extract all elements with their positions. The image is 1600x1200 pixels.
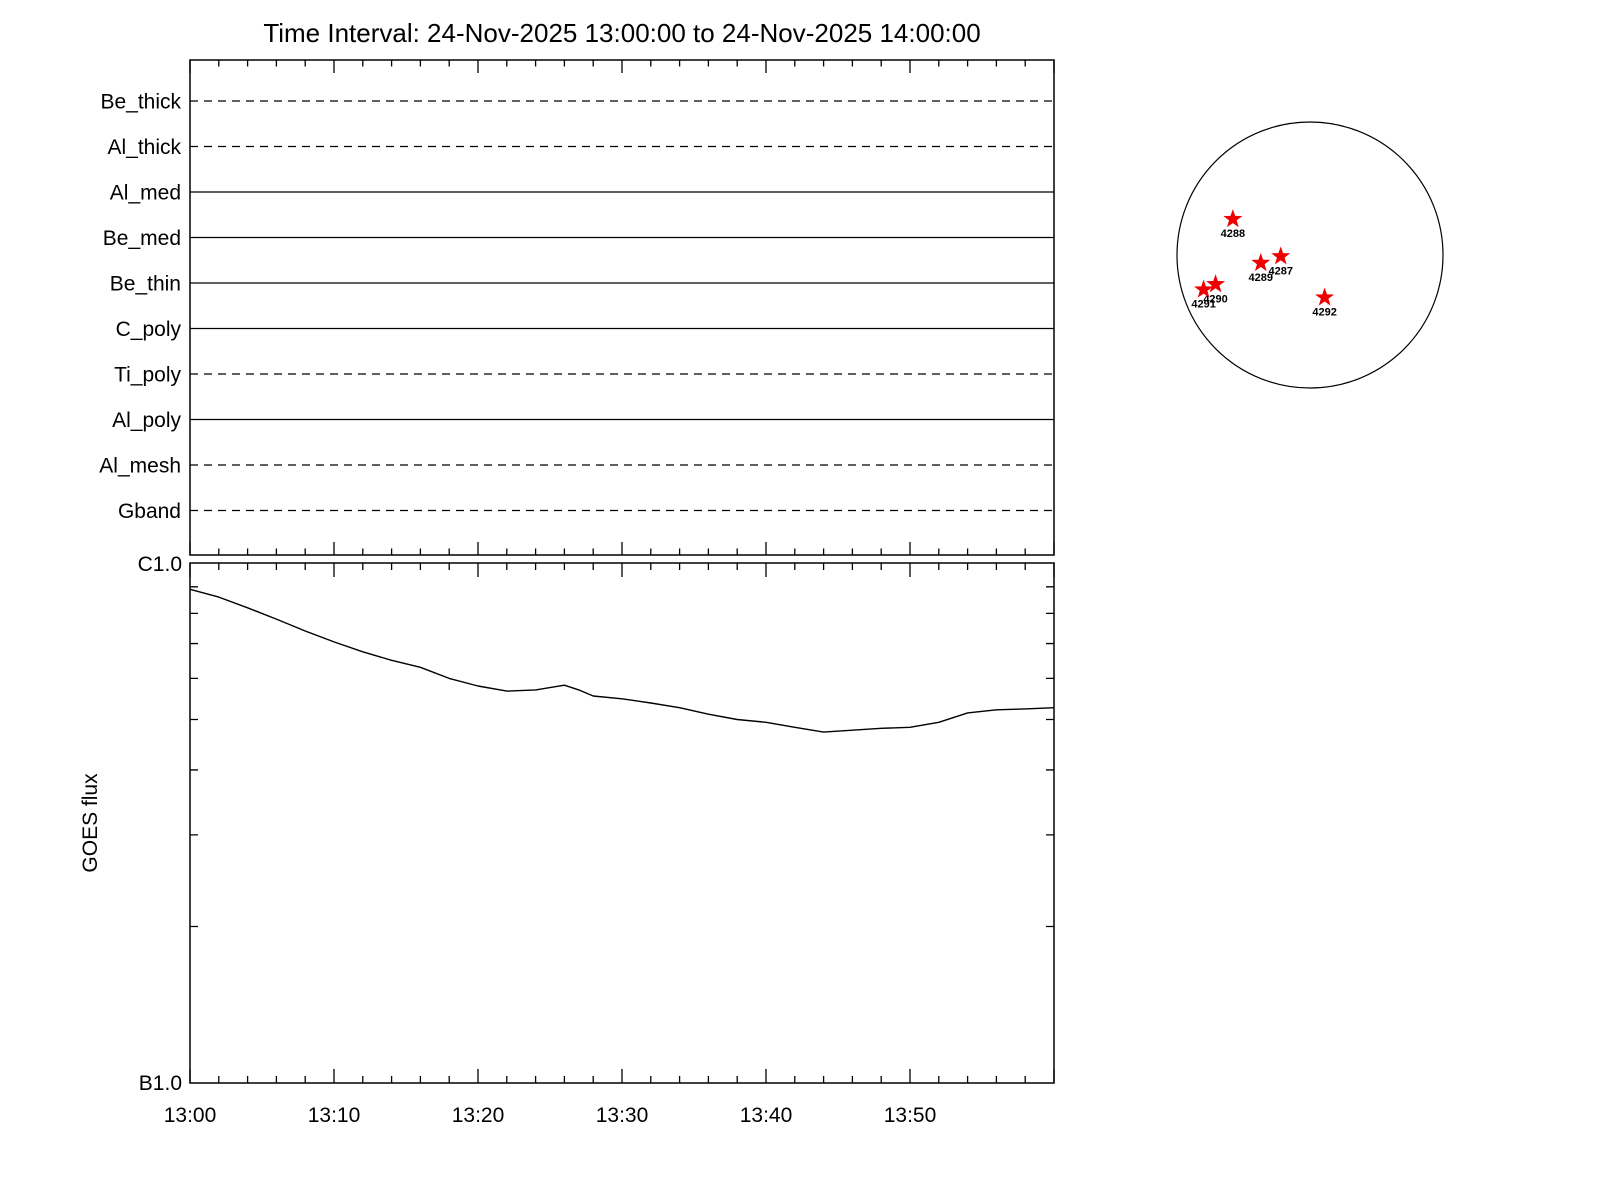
active-region-label-4288: 4288	[1221, 228, 1245, 240]
active-region-star-4288	[1223, 209, 1243, 228]
goes-flux-panel: C1.0 B1.0 GOES flux 13:00 13:10 13:20 13:30…	[79, 553, 1055, 1127]
filter-panel-frame	[189, 59, 1055, 556]
active-region-label-4291: 4291	[1191, 299, 1215, 311]
active-region-label-4287: 4287	[1268, 265, 1292, 277]
filter-label-c_poly: C_poly	[116, 318, 182, 341]
y-tick-label-bottom: B1.0	[139, 1072, 182, 1095]
active-region-star-4291	[1194, 279, 1214, 298]
filter-panel-x-ticks	[189, 60, 1055, 555]
filter-label-gband: Gband	[118, 500, 181, 523]
y-tick-label-top: C1.0	[138, 553, 182, 576]
x-tick-label-1300: 13:00	[164, 1104, 217, 1127]
active-region-label-4289: 4289	[1249, 272, 1273, 284]
filter-label-ti_poly: Ti_poly	[114, 364, 181, 387]
active-region-star-4292	[1315, 287, 1335, 306]
y-axis-title: GOES flux	[79, 773, 102, 873]
x-tick-label-1330: 13:30	[596, 1104, 649, 1127]
filter-label-be_thin: Be_thin	[110, 273, 181, 296]
x-tick-label-1340: 13:40	[740, 1104, 793, 1127]
filter-label-al_thick: Al_thick	[107, 136, 181, 159]
filter-label-al_poly: Al_poly	[112, 409, 181, 432]
active-region-star-4290	[1206, 274, 1226, 293]
x-tick-label-1310: 13:10	[308, 1104, 361, 1127]
filter-label-al_med: Al_med	[110, 182, 181, 205]
x-tick-label-1350: 13:50	[884, 1104, 937, 1127]
x-tick-label-1320: 13:20	[452, 1104, 505, 1127]
goes-panel-frame	[189, 562, 1055, 1084]
figure-title: Time Interval: 24-Nov-2025 13:00:00 to 2…	[263, 18, 980, 48]
solar-disk-circle	[1176, 121, 1444, 389]
filter-label-al_mesh: Al_mesh	[99, 455, 181, 478]
filter-timeline-panel: Be_thick Al_thick Al_med Be_med Be_thin C_pol…	[99, 59, 1055, 556]
active-region-star-4287	[1271, 246, 1291, 265]
goes-panel-ticks	[189, 563, 1055, 1083]
active-region-label-4290: 4290	[1203, 293, 1227, 305]
active-region-label-4292: 4292	[1312, 307, 1336, 319]
filter-label-be_med: Be_med	[103, 227, 181, 250]
active-region-star-4289	[1251, 252, 1271, 272]
goes-flux-curve	[189, 588, 1055, 733]
filter-label-be_thick: Be_thick	[100, 91, 181, 114]
